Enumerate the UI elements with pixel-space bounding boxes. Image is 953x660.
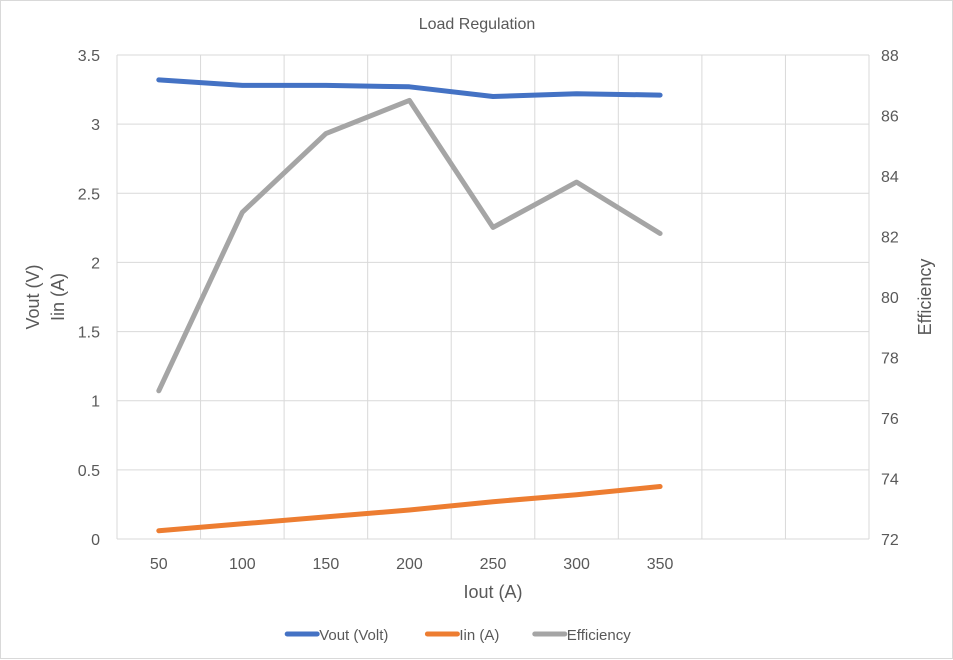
x-axis-tick-label: 350 — [647, 556, 674, 573]
right-axis-tick-label: 72 — [881, 532, 899, 549]
left-axis-tick-label: 2 — [91, 255, 100, 272]
left-axis-tick-label: 0 — [91, 532, 100, 549]
right-axis-tick-label: 74 — [881, 472, 899, 489]
left-axis-tick-label: 2.5 — [78, 186, 100, 203]
legend-label-iin-a: Iin (A) — [459, 627, 499, 644]
legend-label-efficiency: Efficiency — [567, 627, 631, 644]
left-axis-tick-label: 0.5 — [78, 463, 100, 480]
right-axis-ticks: 72 74 76 78 80 82 84 86 88 — [881, 48, 899, 549]
chart-title: Load Regulation — [419, 16, 536, 33]
x-axis-tick-label: 50 — [150, 556, 168, 573]
left-axis-title-vout: Vout (V) — [23, 264, 43, 329]
x-axis-tick-label: 200 — [396, 556, 423, 573]
series-line-iin-a — [156, 484, 663, 534]
series-line-vout-volt — [156, 77, 663, 99]
right-axis-tick-label: 88 — [881, 48, 899, 65]
gridlines — [116, 54, 870, 540]
x-axis-title: Iout (A) — [463, 582, 522, 602]
right-axis-title: Efficiency — [915, 259, 935, 336]
left-axis-tick-label: 1 — [91, 394, 100, 411]
x-axis-tick-label: 150 — [313, 556, 340, 573]
right-axis-tick-label: 82 — [881, 230, 899, 247]
right-axis-tick-label: 78 — [881, 351, 899, 368]
x-axis-tick-label: 100 — [229, 556, 256, 573]
left-axis-tick-label: 1.5 — [78, 325, 100, 342]
left-axis-tick-label: 3 — [91, 117, 100, 134]
left-axis-tick-label: 3.5 — [78, 48, 100, 65]
right-axis-tick-label: 76 — [881, 411, 899, 428]
legend: Vout (Volt) Iin (A) Efficiency — [284, 627, 631, 644]
right-axis-tick-label: 80 — [881, 290, 899, 307]
x-axis-tick-label: 300 — [563, 556, 590, 573]
left-axis-title-iin: Iin (A) — [48, 273, 68, 321]
series-lines — [156, 77, 663, 534]
right-axis-tick-label: 84 — [881, 169, 899, 186]
x-axis-tick-label: 250 — [480, 556, 507, 573]
x-axis-ticks: 50 100 150 200 250 300 350 — [150, 556, 674, 573]
right-axis-tick-label: 86 — [881, 109, 899, 126]
series-line-efficiency — [156, 97, 663, 394]
legend-label-vout-volt: Vout (Volt) — [319, 627, 388, 644]
left-axis-ticks: 0 0.5 1 1.5 2 2.5 3 3.5 — [78, 48, 100, 549]
